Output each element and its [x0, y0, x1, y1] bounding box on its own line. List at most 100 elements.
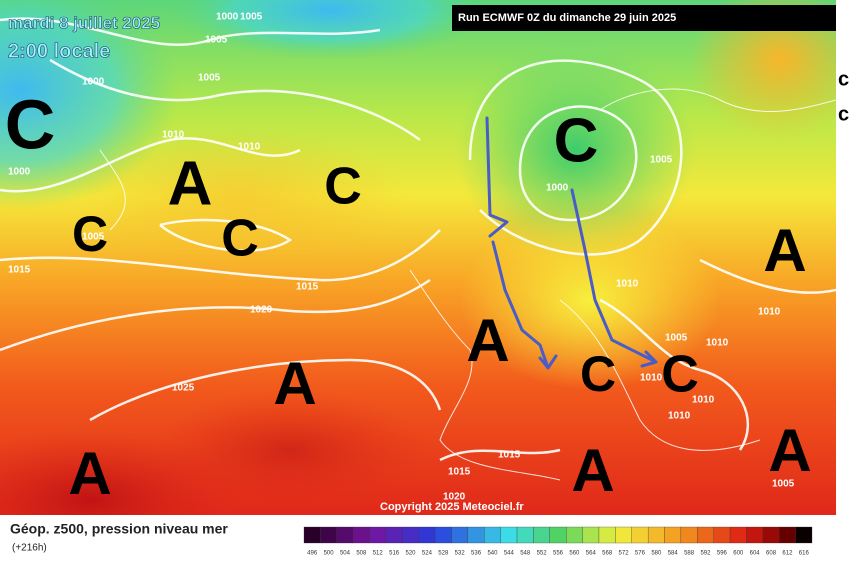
scale-swatch: [795, 526, 813, 544]
scale-label: 500: [324, 551, 335, 557]
scale-label: 608: [766, 551, 777, 557]
isobar: [0, 17, 381, 46]
pressure-center: C: [661, 346, 699, 404]
scale-label: 596: [717, 551, 728, 557]
field: [690, 0, 836, 140]
field: [70, 130, 410, 270]
isobar-label: 1015: [498, 450, 521, 461]
scale-label: 504: [340, 551, 351, 557]
scale-label: 544: [504, 551, 515, 557]
scale-swatch: [598, 526, 616, 544]
edge-letter: c: [838, 68, 849, 90]
scale-swatch: [779, 526, 796, 544]
scale-label: 528: [438, 551, 449, 557]
scale-swatch: [320, 526, 337, 544]
isobar-label: 1010: [692, 395, 715, 406]
scale-swatch: [713, 526, 731, 544]
run-bar: [452, 5, 836, 31]
isobar-label: 1005: [198, 73, 221, 84]
scale-label: 560: [569, 551, 580, 557]
scale-swatch: [516, 526, 534, 544]
footer-title: Géop. z500, pression niveau mer: [10, 521, 228, 537]
pressure-center: A: [273, 350, 316, 417]
copyright: Copyright 2025 Meteociel.fr: [380, 501, 524, 513]
scale-swatch: [303, 526, 321, 544]
isobar-label: 1005: [240, 12, 263, 23]
isobar-label: 1010: [640, 373, 663, 384]
scale-swatch: [336, 526, 354, 544]
scale-swatch: [484, 526, 501, 544]
arrow: [485, 116, 509, 238]
arrow: [491, 240, 558, 370]
isobar-label: 1010: [238, 142, 261, 153]
isobar-label: 1010: [668, 411, 691, 422]
field: [150, 390, 430, 510]
scale-label: 592: [700, 551, 711, 557]
scale-label: 512: [373, 551, 384, 557]
scale-swatch: [467, 526, 485, 544]
scale-label: 532: [455, 551, 466, 557]
isobar: [89, 358, 442, 422]
scale-swatch: [369, 526, 387, 544]
coastline: [409, 269, 561, 481]
scale-swatch: [615, 526, 632, 544]
field: [455, 40, 695, 260]
scale-label: 548: [520, 551, 531, 557]
scale-label: 540: [487, 551, 498, 557]
scale-label: 552: [537, 551, 548, 557]
pressure-center: A: [466, 307, 509, 374]
scale-label: 580: [651, 551, 662, 557]
pressure-center: C: [324, 158, 362, 216]
scale-label: 568: [602, 551, 613, 557]
scale-swatch: [566, 526, 583, 544]
scale-label: 616: [799, 551, 810, 557]
run-info: Run ECMWF 0Z du dimanche 29 juin 2025: [458, 12, 676, 24]
isobar: [0, 278, 431, 352]
pressure-center: C: [5, 85, 56, 163]
isobar-label: 1015: [296, 282, 319, 293]
scale-label: 612: [782, 551, 793, 557]
scale-swatch: [402, 526, 419, 544]
isobar-label: 1005: [82, 232, 105, 243]
arrow: [570, 188, 658, 368]
footer-lead: (+216h): [12, 543, 47, 554]
isobar: [468, 59, 683, 256]
isobar-label: 1010: [162, 130, 185, 141]
isobar: [518, 105, 638, 222]
isobar: [159, 218, 293, 252]
scale-swatch: [549, 526, 567, 544]
isobar-label: 1010: [706, 338, 729, 349]
scale-swatch: [434, 526, 452, 544]
scale-swatch: [451, 526, 469, 544]
edge-letter: c: [838, 103, 849, 125]
field: [460, 210, 720, 390]
scale-swatch: [418, 526, 436, 544]
isobar-label: 1005: [665, 333, 688, 344]
scale-label: 572: [619, 551, 630, 557]
scale-swatch: [746, 526, 763, 544]
scale-swatch: [664, 526, 682, 544]
scale-label: 600: [733, 551, 744, 557]
scale-swatch: [500, 526, 518, 544]
scale-label: 564: [586, 551, 597, 557]
isobar-label: 1000: [216, 12, 239, 23]
scale-label: 516: [389, 551, 400, 557]
scale-swatch: [533, 526, 550, 544]
coastline: [559, 299, 761, 451]
coastline: [599, 88, 836, 113]
isobar: [0, 229, 441, 282]
scale-swatch: [680, 526, 698, 544]
isobar: [0, 137, 301, 193]
isobar-label: 1000: [8, 167, 31, 178]
scale-swatch: [385, 526, 403, 544]
scale-swatch: [762, 526, 780, 544]
scale-label: 496: [307, 551, 318, 557]
pressure-center: C: [554, 106, 599, 175]
isobar: [699, 258, 836, 294]
scale-label: 576: [635, 551, 646, 557]
isobar-label: 1005: [205, 35, 228, 46]
isobar: [599, 298, 750, 451]
isobar: [439, 448, 561, 462]
